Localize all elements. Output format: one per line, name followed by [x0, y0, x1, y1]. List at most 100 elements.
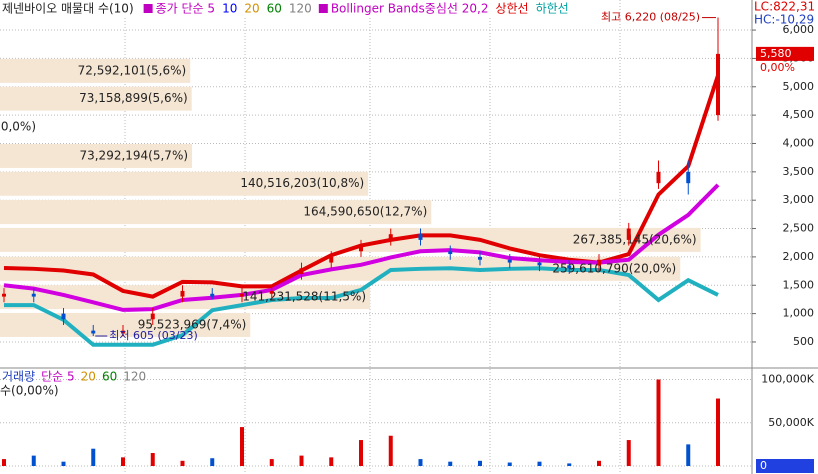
legend-entry: 60 — [267, 2, 282, 16]
candle-body — [567, 265, 572, 269]
volume-bar — [656, 379, 661, 466]
candle-body — [626, 228, 631, 240]
candle-body — [388, 234, 393, 240]
candle-body — [656, 171, 661, 184]
profile-bar — [0, 86, 192, 111]
legend-entry: 10 — [222, 2, 237, 16]
candle-body — [597, 259, 601, 266]
candle-body — [418, 234, 423, 240]
candle-body — [537, 262, 542, 266]
profile-label: 73,158,899(5,6%) — [79, 91, 188, 105]
profile-bar — [0, 171, 369, 196]
volume-bar — [478, 460, 482, 466]
candle-body — [210, 293, 215, 297]
low-annotation: 최저 605 (03/23) — [109, 329, 198, 342]
y-tick-label: 6,000 — [783, 23, 815, 36]
legend-entry: 120 — [289, 2, 312, 16]
volume-bar — [716, 398, 720, 466]
volume-legend: 120 — [123, 370, 146, 384]
candle-body — [91, 330, 96, 334]
candle-body — [240, 293, 244, 297]
profile-label: 95,523,969(7,4%) — [138, 317, 247, 331]
volume-bar — [269, 459, 274, 466]
price-tag-label: 5,580 — [760, 47, 792, 60]
y-tick-label: 4,500 — [783, 108, 815, 121]
profile-label: 140,516,203(10,8%) — [240, 176, 364, 190]
volume-bar — [567, 463, 572, 466]
hc-label: HC:-10,29 — [754, 13, 814, 27]
profile-label: 259,610,790(20,0%) — [552, 261, 676, 275]
candle-body — [686, 171, 691, 184]
volume-bar — [448, 461, 453, 466]
volume-bar — [210, 458, 215, 466]
candle-body — [716, 53, 720, 116]
candle-body — [448, 251, 453, 255]
y-tick-label: 1,500 — [783, 278, 815, 291]
y-tick-label: 500 — [793, 335, 814, 348]
price-tag — [756, 46, 814, 61]
candle-body — [359, 245, 363, 252]
profile-label: 267,385,145(20,6%) — [573, 232, 697, 246]
volume-tick-label: 50,000K — [768, 416, 814, 429]
legend-entry: 상한선 — [495, 2, 528, 16]
volume-bar — [150, 453, 155, 466]
legend-entry: Bollinger Bands중심선 20,2 — [331, 2, 489, 16]
candle-body — [61, 313, 66, 320]
volume-title: 거래량 — [2, 370, 35, 384]
volume-subtitle: 수(0,00%) — [0, 384, 59, 398]
zero-box — [756, 459, 814, 473]
volume-bar — [31, 455, 36, 466]
volume-bar — [597, 460, 601, 466]
volume-bar — [180, 460, 185, 466]
volume-bar — [388, 435, 393, 466]
volume-bar — [329, 457, 334, 466]
volume-bar — [61, 461, 66, 466]
high-annotation: 최고 6,220 (08/25) — [601, 11, 700, 24]
profile-label: 164,590,650(12,7%) — [303, 205, 427, 219]
candle-body — [31, 293, 36, 297]
legend-swatch — [318, 4, 328, 13]
profile-bar — [0, 58, 191, 83]
legend-swatch — [143, 4, 153, 13]
volume-bar — [240, 427, 244, 466]
volume-legend: 60 — [102, 370, 117, 384]
candle-body — [269, 290, 274, 294]
candle-body — [2, 293, 6, 297]
profile-bar — [0, 200, 432, 225]
price-change: 0,00% — [760, 61, 795, 74]
volume-bar — [507, 462, 512, 466]
y-tick-label: 2,500 — [783, 222, 815, 235]
legend-bg — [0, 0, 560, 18]
y-tick-label: 3,000 — [783, 193, 815, 206]
volume-bar — [91, 448, 96, 466]
profile-label: 141,231,528(11,5%) — [242, 290, 366, 304]
candle-body — [507, 259, 512, 263]
y-tick-label: 3,500 — [783, 165, 815, 178]
candle-body — [150, 313, 155, 320]
volume-bar — [537, 461, 542, 466]
volume-bar — [418, 459, 423, 466]
candle-body — [180, 290, 185, 297]
volume-legend: 단순 5 — [41, 370, 75, 384]
volume-legend: 20 — [81, 370, 96, 384]
legend-entry: 하한선 — [536, 2, 569, 16]
volume-tick-label: 0 — [760, 459, 767, 472]
chart-title: 제넨바이오 매물대 수(10) — [2, 2, 134, 16]
lc-label: LC:822,31 — [754, 0, 815, 14]
volume-bar — [626, 440, 631, 466]
profile-bar — [0, 143, 193, 168]
y-tick-label: 2,000 — [783, 250, 815, 263]
candle-body — [478, 256, 482, 260]
profile-label: 72,592,101(5,6%) — [78, 63, 187, 77]
profile-label: 73,292,194(5,7%) — [79, 148, 188, 162]
y-tick-label: 5,000 — [783, 80, 815, 93]
candle-body — [121, 330, 125, 334]
candle-body — [329, 256, 334, 263]
volume-bar — [299, 455, 304, 466]
candle-body — [299, 268, 304, 274]
volume-bar — [359, 440, 363, 466]
y-tick-label: 1,000 — [783, 307, 815, 320]
background-layer — [0, 0, 752, 474]
volume-bar — [121, 457, 125, 466]
